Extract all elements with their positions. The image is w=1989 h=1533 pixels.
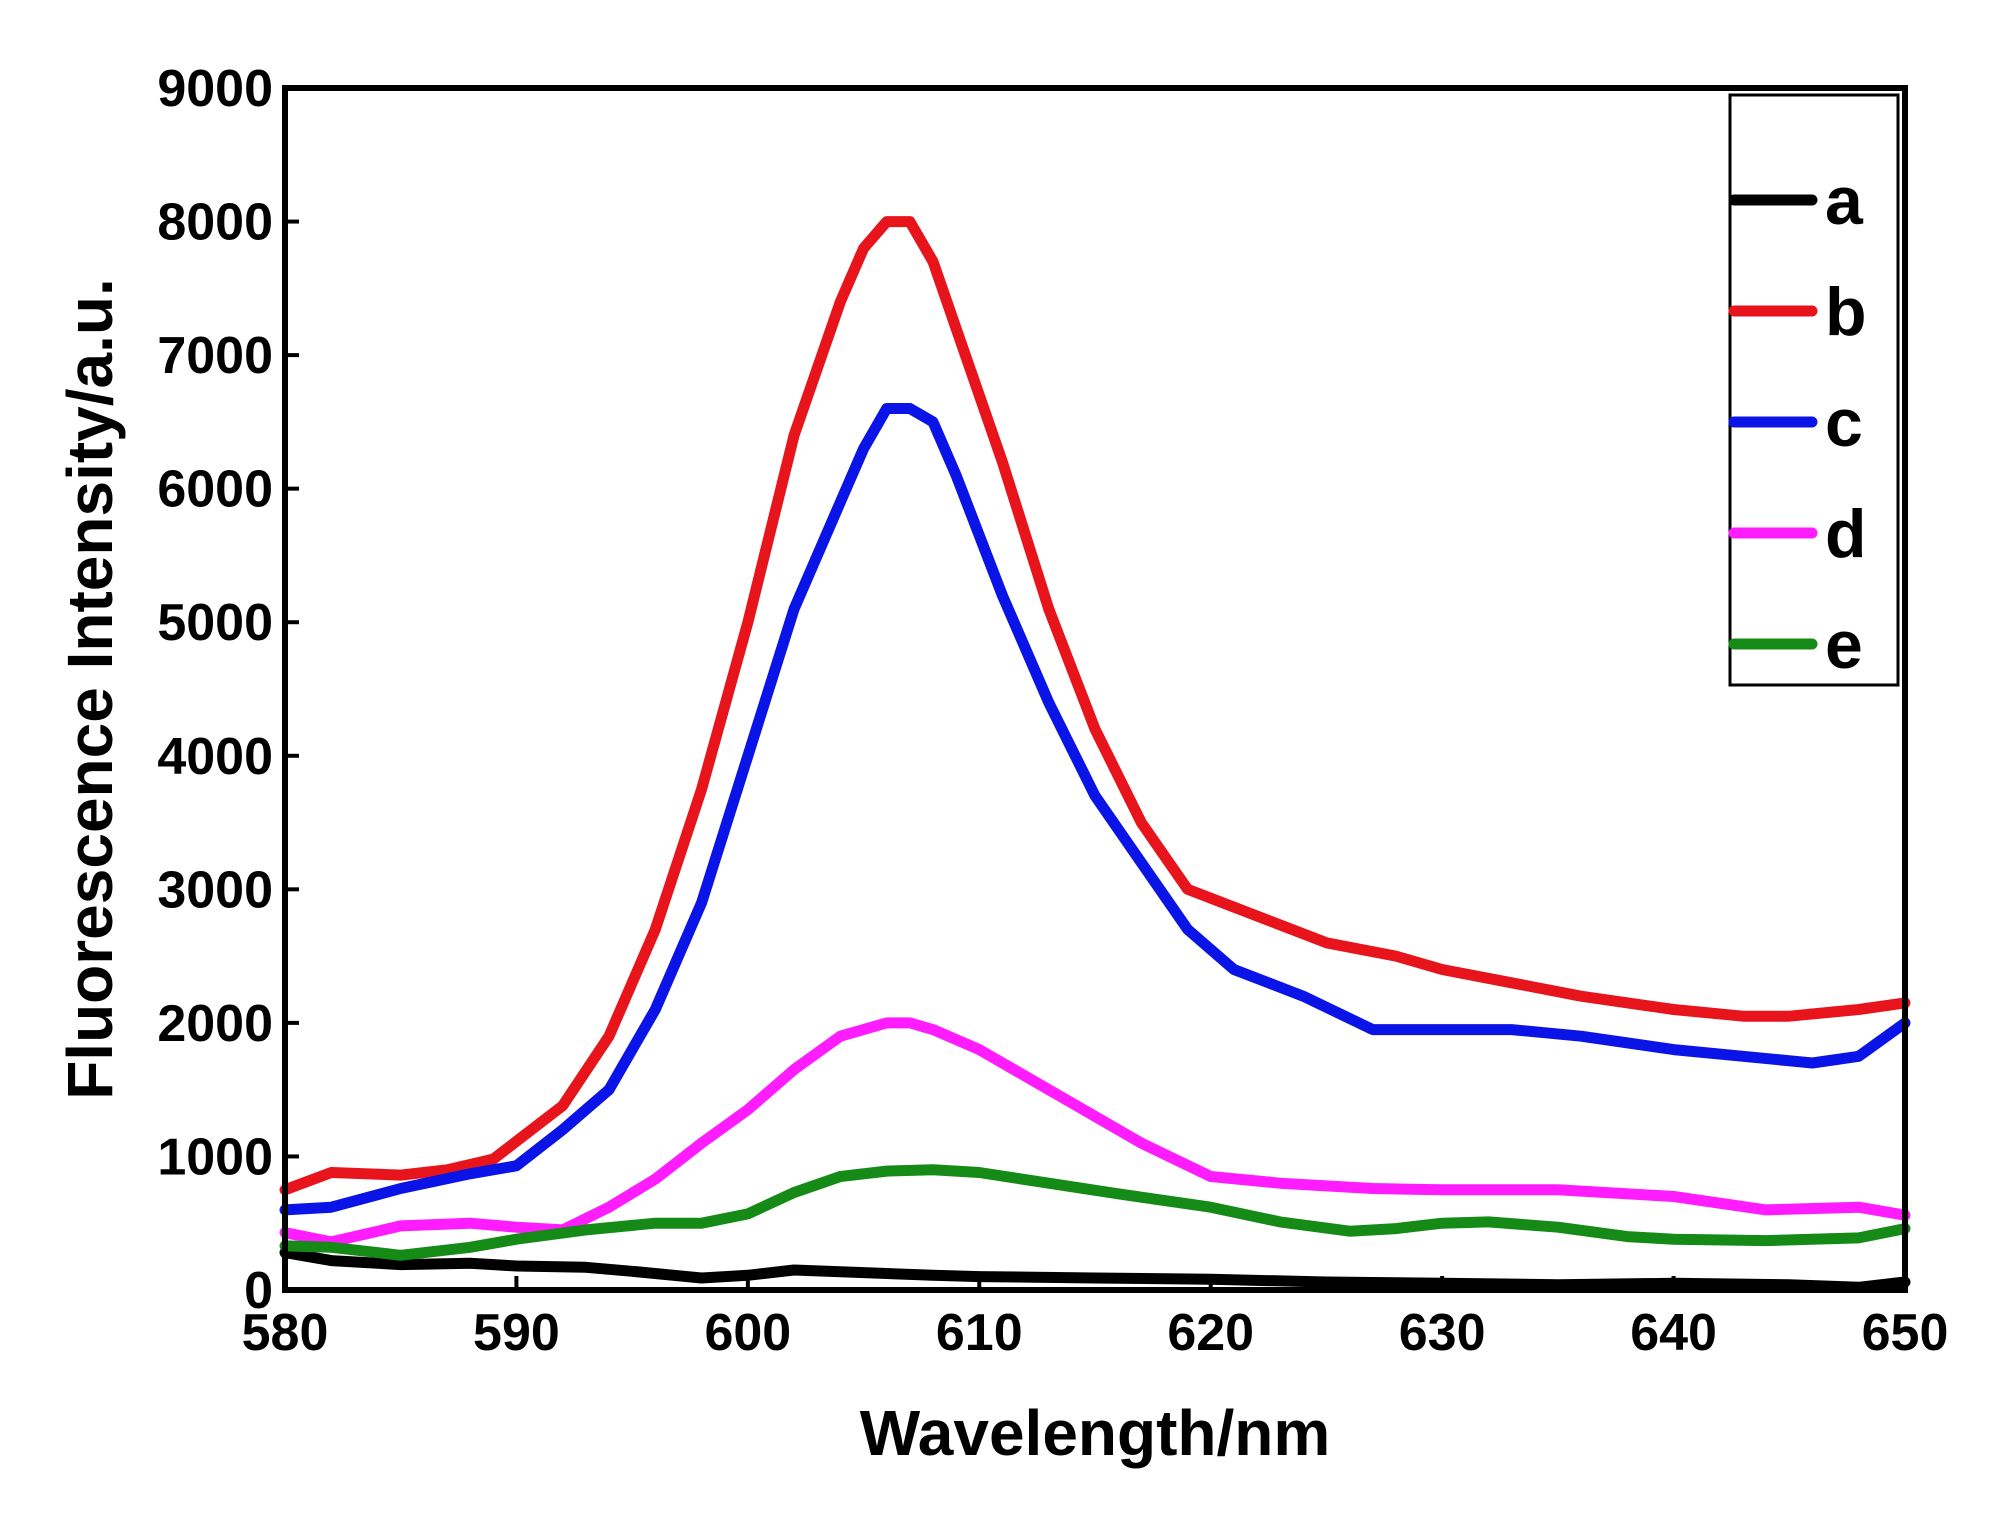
y-tick-label: 1000: [157, 1128, 273, 1186]
legend-label-e: e: [1825, 607, 1863, 683]
y-tick-label: 6000: [157, 461, 273, 519]
series-line-c: [279, 403, 1911, 1216]
legend-box: [1728, 93, 1900, 687]
data-series: [279, 216, 1911, 1293]
y-tick-label: 7000: [157, 327, 273, 385]
x-tick-label: 640: [1630, 1304, 1717, 1362]
y-tick-label: 9000: [157, 60, 273, 118]
y-axis-ticks: 0 1000 2000 3000 4000 5000 6000 7000 8000 9000: [157, 60, 299, 1320]
legend-label-c: c: [1825, 385, 1863, 461]
series-line-a: [279, 1247, 1911, 1293]
x-axis-title: Wavelength/nm: [860, 1397, 1331, 1469]
y-tick-label: 5000: [157, 594, 273, 652]
x-tick-label: 630: [1399, 1304, 1486, 1362]
y-tick-label: 0: [244, 1262, 273, 1320]
x-tick-label: 650: [1862, 1304, 1949, 1362]
series-line-b: [279, 216, 1911, 1196]
x-tick-label: 590: [473, 1304, 560, 1362]
y-tick-label: 2000: [157, 995, 273, 1053]
y-tick-label: 8000: [157, 194, 273, 252]
legend-label-b: b: [1825, 274, 1867, 350]
x-tick-label: 600: [704, 1304, 791, 1362]
y-axis-title: Fluorescence Intensity/a.u.: [54, 278, 126, 1100]
x-tick-label: 580: [242, 1304, 329, 1362]
legend-label-a: a: [1825, 163, 1864, 239]
y-tick-label: 4000: [157, 728, 273, 786]
x-tick-label: 620: [1167, 1304, 1254, 1362]
plot-frame: [282, 85, 1908, 1293]
y-tick-label: 3000: [157, 861, 273, 919]
x-tick-label: 610: [936, 1304, 1023, 1362]
x-axis-ticks: 580 590 600 610 620 630 640 650: [242, 1276, 1949, 1362]
legend-label-d: d: [1825, 496, 1867, 572]
series-line-e: [279, 1164, 1911, 1261]
series-line-d: [279, 1017, 1911, 1248]
